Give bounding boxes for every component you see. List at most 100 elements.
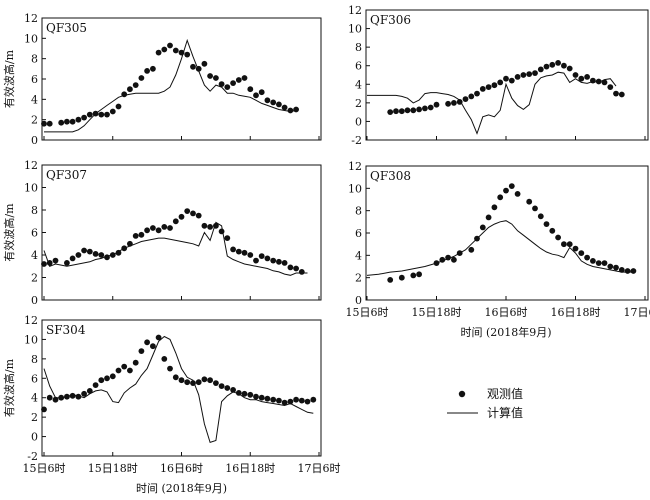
observed-point [235, 77, 242, 83]
y-tick-label: 10 [24, 333, 38, 346]
plot-frame [41, 17, 322, 141]
observed-point [595, 260, 602, 266]
observed-point [218, 81, 225, 87]
observed-point [422, 105, 428, 112]
station-title: QF306 [370, 13, 411, 27]
observed-point [64, 260, 70, 266]
observed-point [75, 116, 82, 123]
y-tick-label: 8 [31, 53, 38, 66]
observed-point [207, 73, 214, 79]
observed-point [398, 108, 405, 115]
observed-point [543, 63, 550, 70]
x-tick-label: 16日18时 [551, 306, 601, 319]
observed-point [543, 221, 550, 228]
observed-point [230, 387, 237, 393]
observed-point [92, 382, 99, 388]
observed-point [601, 260, 608, 266]
computed-series-line [367, 71, 617, 135]
y-tick-label: 0 [31, 431, 38, 444]
observed-point [178, 213, 185, 220]
observed-point [479, 86, 486, 92]
observed-point [451, 100, 457, 106]
observed-point [468, 93, 475, 100]
observed-point [281, 104, 288, 111]
observed-point [52, 396, 59, 403]
chart-panel-qf306: -2 0 2 4 6 8 10 12 QF306 [348, 4, 649, 147]
observed-point [287, 107, 294, 114]
observed-point [508, 77, 515, 84]
observed-point [195, 212, 202, 219]
observed-point [276, 101, 282, 108]
y-tick-label: -2 [27, 450, 38, 463]
observed-point [468, 246, 475, 253]
observed-point [566, 65, 573, 72]
x-tick-label: 17日6时 [624, 306, 650, 319]
y-tick-label: 4 [355, 249, 362, 262]
observed-point [69, 392, 76, 399]
observed-point [537, 213, 544, 220]
observed-point [52, 257, 59, 264]
observed-point [298, 269, 305, 275]
observed-point [161, 356, 168, 362]
y-tick-label: 4 [31, 249, 38, 262]
observed-point [497, 194, 504, 201]
observed-point [630, 268, 637, 274]
computed-series-line [44, 38, 297, 133]
observed-point [270, 99, 277, 106]
observed-point [98, 111, 105, 118]
observed-point [167, 365, 173, 372]
y-tick-label: 12 [348, 4, 362, 17]
observed-point [126, 367, 133, 374]
observed-point [184, 51, 191, 58]
x-tick-label: 17日6时 [298, 462, 341, 475]
observed-point [503, 187, 509, 194]
observed-point [410, 107, 417, 114]
observed-point [276, 258, 282, 265]
observed-point [253, 257, 259, 264]
y-tick-label: 12 [24, 159, 38, 172]
observed-point [247, 391, 254, 398]
observed-point [86, 388, 93, 394]
observed-point [195, 379, 202, 386]
observed-point [126, 86, 133, 93]
y-tick-label: 0 [31, 294, 38, 307]
station-title: QF307 [46, 168, 87, 182]
observed-point [207, 224, 214, 230]
observed-point [590, 258, 596, 264]
observed-point [201, 222, 208, 229]
observed-point [584, 74, 590, 80]
observed-point [150, 225, 156, 231]
observed-point [167, 225, 173, 231]
observed-point [172, 218, 179, 225]
y-tick-label: 12 [24, 314, 38, 327]
observed-point [69, 118, 76, 125]
observed-point [241, 390, 248, 397]
observed-point [393, 108, 399, 115]
observed-point [46, 120, 53, 127]
x-axis-title: 时间 (2018年9月) [136, 481, 227, 495]
observed-point [561, 62, 567, 69]
observed-point [172, 47, 179, 54]
observed-point [144, 227, 151, 234]
computed-series-line [43, 221, 308, 276]
observed-point [264, 255, 271, 262]
computed-series-line [366, 220, 634, 276]
observed-point [132, 82, 139, 88]
observed-point [201, 60, 208, 67]
observed-point [293, 265, 299, 272]
observed-point [624, 268, 631, 274]
observed-point [258, 89, 265, 96]
observed-point [81, 114, 87, 121]
observed-point [549, 61, 556, 68]
observed-point [398, 274, 405, 281]
observed-point [41, 406, 47, 413]
y-tick-label: 6 [31, 73, 38, 86]
plot-frame [365, 165, 649, 301]
y-tick-label: 6 [31, 227, 38, 240]
y-tick-label: 0 [31, 134, 38, 147]
observed-point [387, 277, 394, 283]
observed-point [98, 252, 105, 258]
observed-point [109, 373, 116, 380]
observed-point [58, 119, 65, 126]
